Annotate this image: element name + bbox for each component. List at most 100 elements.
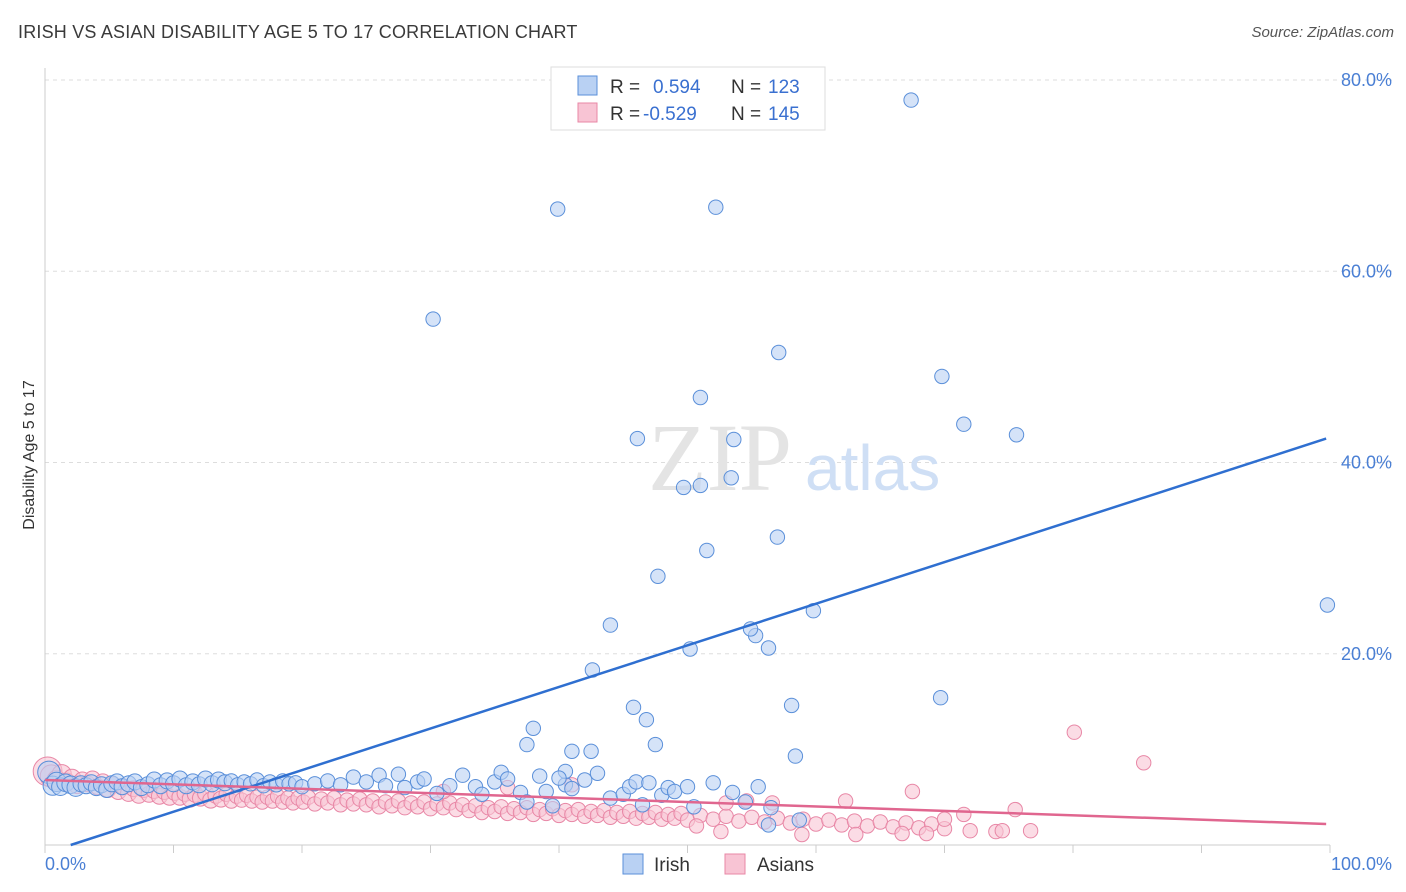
- irish-point-122: [787, 748, 804, 764]
- irish-point-117: [625, 699, 642, 715]
- y-tick-label-1: 40.0%: [1341, 453, 1392, 473]
- y-tick-labels: 20.0% 40.0% 60.0% 80.0%: [1341, 70, 1392, 664]
- irish-point-123: [1319, 597, 1336, 613]
- irish-point-97: [771, 344, 787, 361]
- irish-trend-line: [70, 437, 1327, 847]
- asians-point-144: [713, 823, 729, 840]
- irish-point-99: [934, 368, 950, 385]
- irish-point-92: [589, 765, 606, 781]
- asians-point-121: [821, 812, 837, 828]
- legend-r-value-asians: -0.529: [643, 104, 697, 125]
- irish-point-94: [550, 201, 566, 217]
- irish-point-118: [638, 712, 655, 728]
- legend-r-label-irish: R =: [610, 77, 640, 98]
- irish-point-89: [519, 736, 535, 753]
- irish-point-82: [750, 779, 766, 795]
- asians-point-148: [918, 825, 935, 842]
- series-swatch-asians: [724, 853, 746, 875]
- irish-point-69: [577, 772, 593, 788]
- asians-point-135: [904, 783, 921, 800]
- irish-point-121: [932, 690, 949, 706]
- asians-point-152: [956, 806, 972, 823]
- asians-point-150: [1022, 823, 1039, 839]
- legend-n-label-asians: N =: [731, 104, 761, 125]
- irish-point-101: [1008, 427, 1025, 443]
- irish-point-100: [956, 416, 972, 432]
- asians-point-125: [872, 814, 888, 830]
- irish-point-95: [708, 199, 724, 215]
- irish-point-90: [525, 720, 541, 736]
- irish-point-63: [519, 794, 535, 810]
- asians-point-145: [794, 826, 810, 843]
- x-tick-labels: 0.0% 100.0%: [45, 854, 1392, 874]
- irish-point-105: [723, 470, 739, 486]
- irish-point-43: [294, 779, 310, 795]
- asians-point-147: [894, 825, 910, 842]
- legend-n-label-irish: N =: [731, 77, 761, 98]
- legend-r-label-asians: R =: [610, 104, 640, 125]
- irish-point-124: [760, 817, 777, 833]
- irish-point-80: [705, 775, 721, 791]
- series-label-irish: Irish: [654, 855, 690, 876]
- y-tick-label-0: 20.0%: [1341, 644, 1392, 664]
- legend-swatch-asians: [577, 102, 598, 123]
- irish-point-93: [425, 311, 441, 327]
- irish-point-46: [332, 777, 349, 793]
- irish-point-119: [647, 736, 664, 753]
- irish-point-110: [699, 542, 715, 559]
- asians-point-122: [834, 817, 850, 833]
- irish-point-57: [454, 767, 471, 783]
- irish-point-109: [650, 568, 666, 584]
- irish-point-96: [903, 92, 919, 108]
- axes: [44, 68, 1331, 853]
- irish-point-66: [544, 798, 561, 814]
- asians-point-115: [744, 809, 760, 825]
- asians-point-143: [688, 818, 705, 834]
- asians-point-134: [1136, 755, 1152, 771]
- legend-swatch-irish: [577, 75, 598, 96]
- legend-r-value-irish: 0.594: [653, 77, 701, 98]
- series-legend: Irish Asians: [622, 853, 814, 876]
- irish-point-86: [564, 743, 580, 759]
- asians-point-123: [846, 813, 863, 829]
- irish-point-54: [416, 771, 432, 787]
- irish-point-64: [532, 768, 548, 784]
- asians-point-131: [962, 823, 978, 839]
- irish-point-47: [345, 769, 362, 785]
- asians-point-149: [994, 823, 1010, 839]
- irish-point-104: [692, 477, 709, 494]
- irish-point-81: [724, 784, 741, 801]
- legend-n-value-asians: 145: [768, 104, 800, 125]
- irish-point-65: [538, 783, 554, 800]
- irish-point-79: [679, 779, 696, 795]
- irish-point-85: [499, 771, 516, 787]
- irish-point-45: [320, 773, 336, 789]
- irish-point-48: [358, 774, 374, 790]
- trend-lines: [44, 437, 1327, 847]
- y-tick-label-2: 60.0%: [1341, 261, 1392, 281]
- irish-point-75: [641, 775, 657, 791]
- x-tick-label-0: 0.0%: [45, 854, 86, 874]
- correlation-legend: R = 0.594 N = 123 R = -0.529 N = 145: [550, 66, 826, 131]
- irish-point-73: [628, 774, 644, 790]
- irish-point-103: [675, 479, 692, 496]
- irish-point-111: [602, 617, 619, 633]
- asians-point-146: [848, 826, 864, 843]
- watermark-atlas: atlas: [805, 432, 940, 504]
- asians-point-120: [808, 816, 824, 832]
- irish-point-68: [564, 780, 580, 797]
- irish-point-51: [390, 766, 407, 782]
- irish-point-102: [629, 430, 646, 447]
- legend-n-value-irish: 123: [768, 77, 800, 98]
- asians-point-133: [1066, 724, 1083, 740]
- irish-point-106: [726, 431, 742, 448]
- irish-point-107: [769, 529, 786, 545]
- irish-point-120: [783, 697, 800, 714]
- watermark-zip: ZIP: [648, 404, 792, 511]
- asians-point-151: [936, 811, 953, 827]
- asians-point-113: [718, 808, 734, 824]
- y-tick-label-3: 80.0%: [1341, 70, 1392, 90]
- irish-point-126: [791, 812, 807, 828]
- asians-point-112: [705, 811, 721, 827]
